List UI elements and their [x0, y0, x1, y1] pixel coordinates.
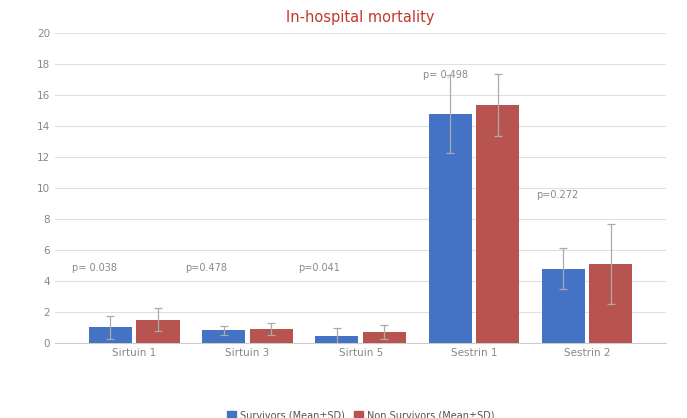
Bar — [589, 264, 633, 343]
Bar — [476, 104, 519, 343]
Bar — [429, 114, 472, 343]
Bar — [363, 332, 406, 343]
Legend: Survivors (Mean±SD), Non Survivors (Mean±SD): Survivors (Mean±SD), Non Survivors (Mean… — [223, 407, 498, 418]
Bar — [249, 329, 293, 343]
Text: p= 0.038: p= 0.038 — [72, 263, 117, 273]
Bar — [542, 268, 585, 343]
Text: p=0.478: p=0.478 — [185, 263, 227, 273]
Bar — [202, 330, 245, 343]
Bar — [89, 327, 132, 343]
Text: p= 0.498: p= 0.498 — [423, 70, 468, 80]
Text: p=0.041: p=0.041 — [298, 263, 340, 273]
Title: In-hospital mortality: In-hospital mortality — [286, 10, 435, 25]
Bar — [137, 319, 179, 343]
Text: p=0.272: p=0.272 — [536, 191, 578, 201]
Bar — [315, 336, 359, 343]
